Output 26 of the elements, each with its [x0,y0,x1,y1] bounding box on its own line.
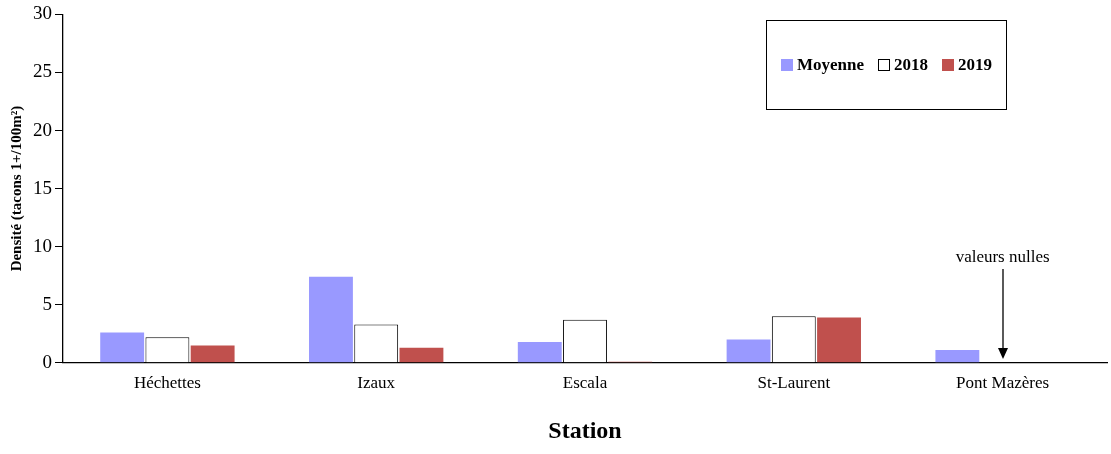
y-tick-label: 5 [42,292,52,314]
y-tick-label: 10 [33,234,52,256]
x-tick-label: St-Laurent [757,373,831,393]
bar [309,276,353,363]
annotation: valeurs nulles [955,246,1050,266]
x-tick-label: Héchettes [133,373,201,393]
y-tick-label: 15 [33,176,52,198]
bar [517,341,562,363]
bar [726,339,771,363]
legend-label: 2018 [894,55,928,76]
bar [100,332,145,363]
bar [935,350,980,363]
bar [190,345,235,363]
y-tick-label: 30 [33,2,52,24]
y-tick-label: 25 [33,60,52,82]
x-tick-label: Pont Mazères [956,373,1050,393]
y-axis-title: Densité (tacons 1+/100m²) [7,105,25,272]
legend-label: 2019 [958,55,992,76]
x-tick-label: Escala [562,373,608,393]
bar [399,347,444,363]
y-tick-label: 20 [33,118,52,140]
x-axis-title: Station [548,416,622,443]
legend-label: Moyenne [796,55,864,76]
y-tick-label: 0 [42,350,52,372]
x-tick-label: Izaux [357,373,396,393]
bar [817,317,861,363]
